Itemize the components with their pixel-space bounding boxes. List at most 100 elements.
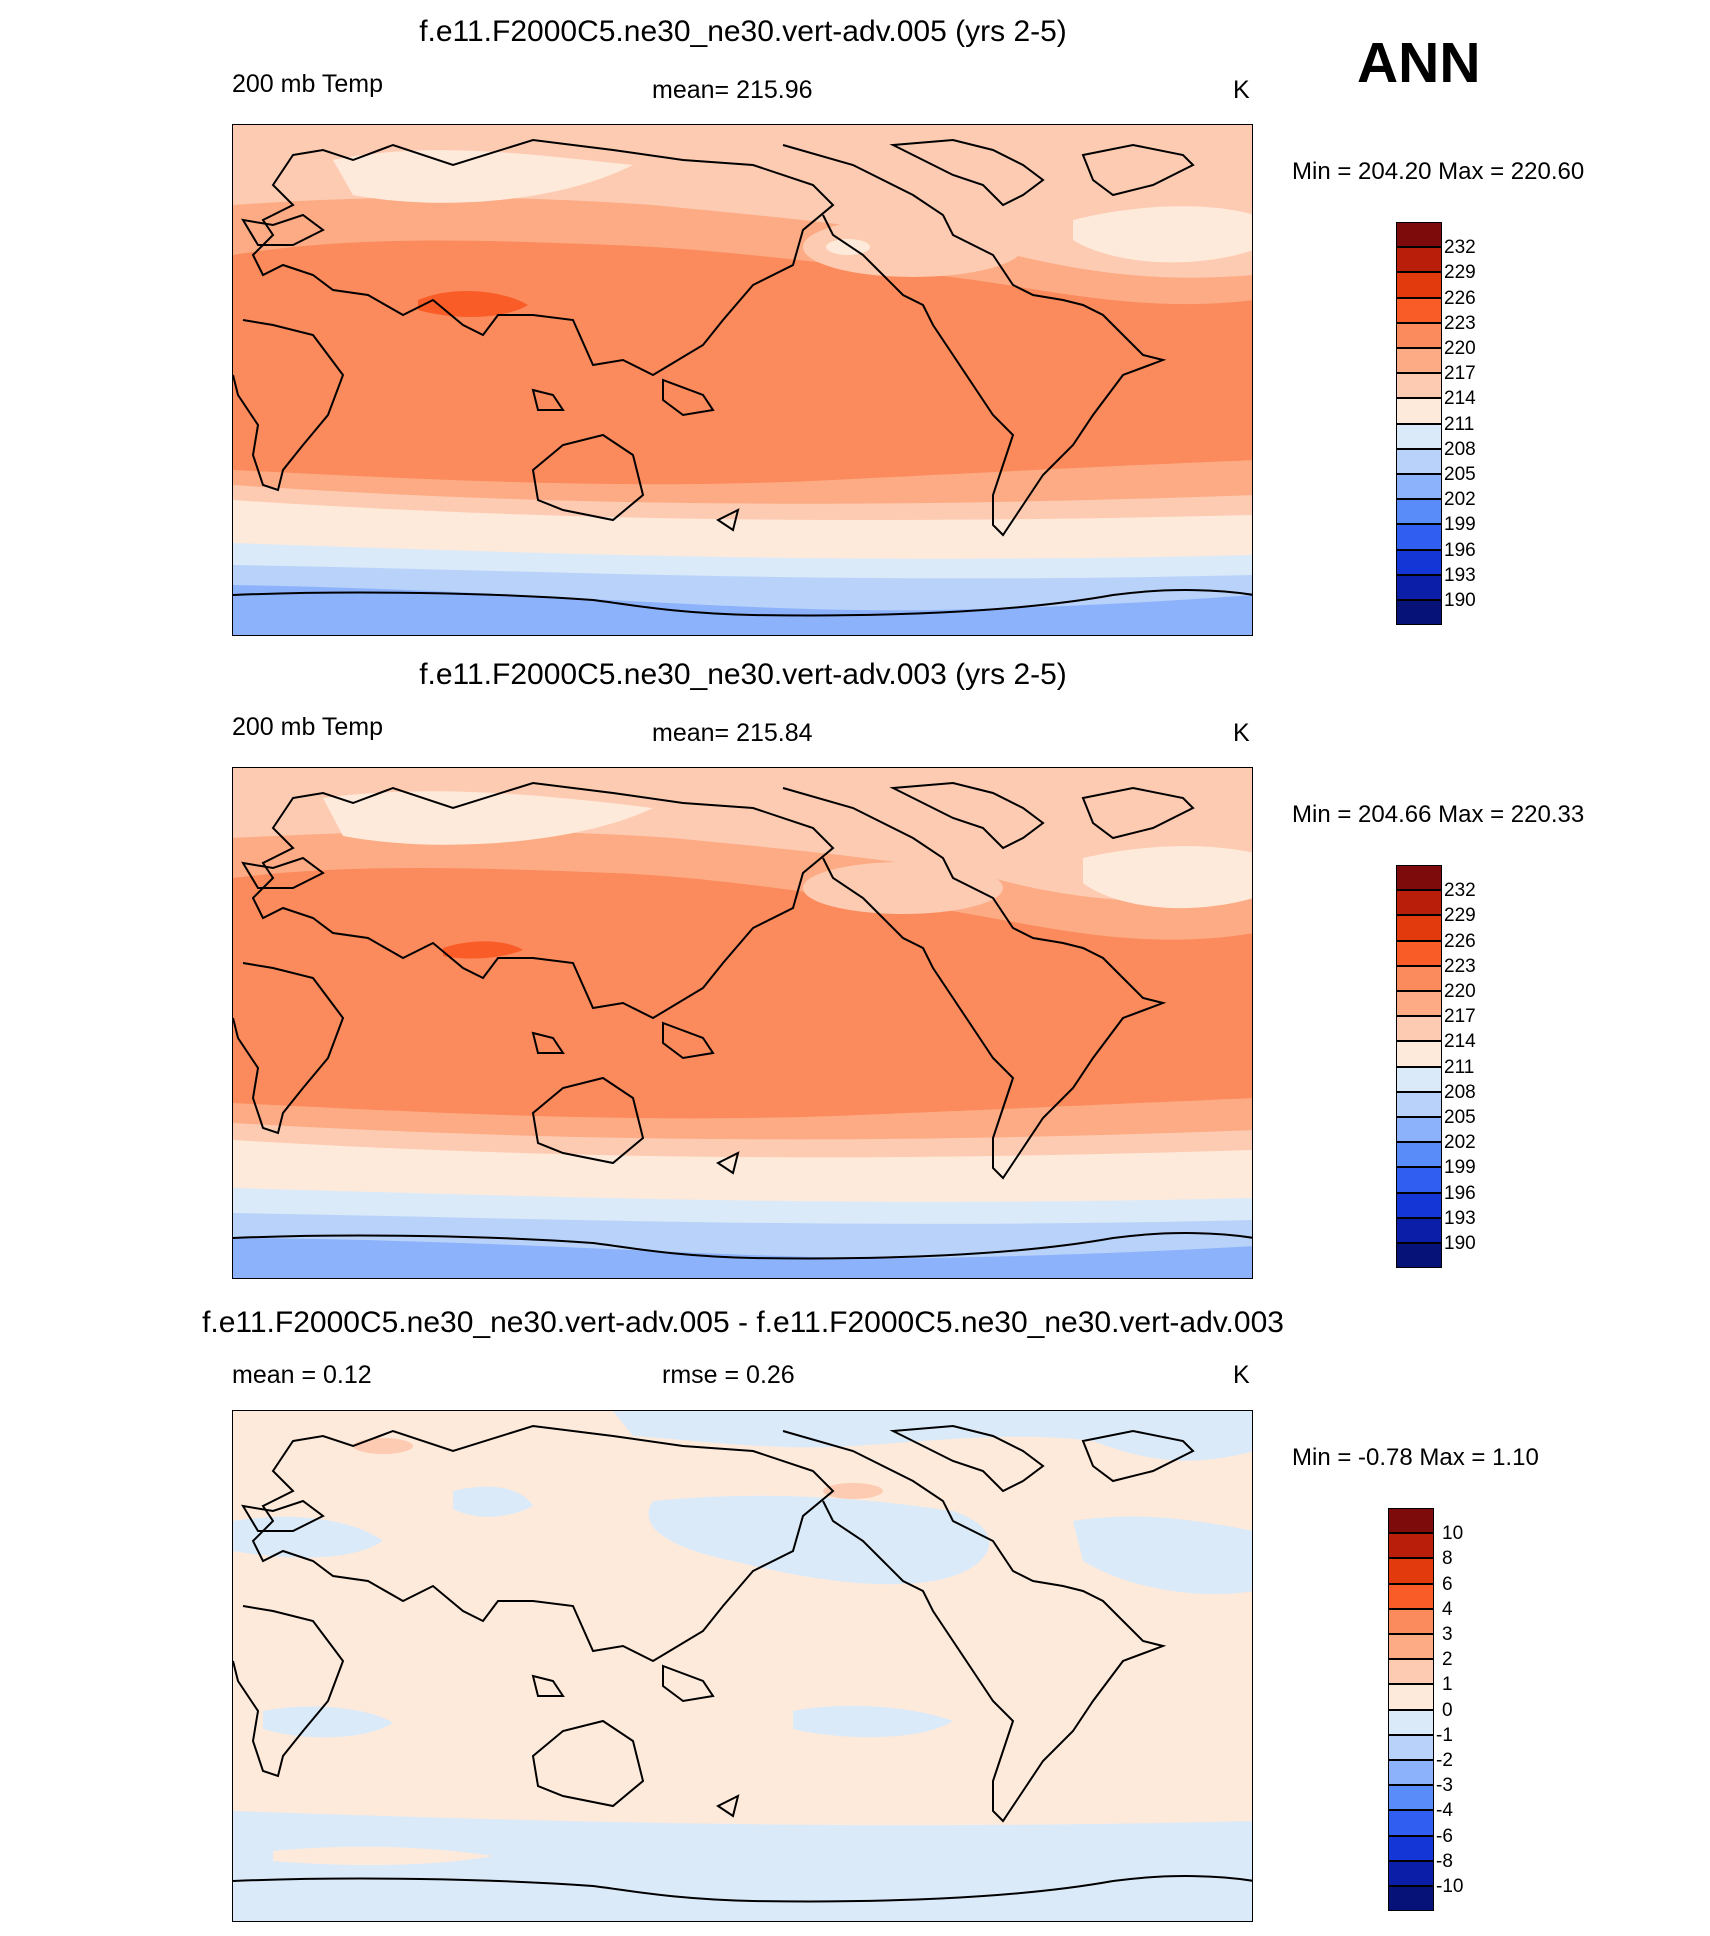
panel-1-map <box>232 124 1253 636</box>
panel-2-variable-label: 200 mb Temp <box>232 713 384 741</box>
colorbar-swatch <box>1396 423 1442 449</box>
colorbar-swatch <box>1396 1016 1442 1042</box>
field-cool-pacific-center <box>826 239 870 255</box>
colorbar-label: -10 <box>1436 1876 1464 1897</box>
panel-3-colorbar: 10 8 6 4 3 2 1 0 -1 -2 -3 -4 -6 -8 -10 <box>1388 1508 1508 1914</box>
colorbar-label: -8 <box>1436 1850 1453 1872</box>
colorbar-swatch <box>1396 1041 1442 1067</box>
colorbar-swatch <box>1396 448 1442 474</box>
colorbar-label: -4 <box>1436 1800 1453 1822</box>
colorbar-label: 193 <box>1444 1207 1476 1229</box>
colorbar-swatch <box>1396 991 1442 1017</box>
colorbar-label: 190 <box>1444 590 1476 611</box>
colorbar-label: 10 <box>1442 1523 1464 1545</box>
colorbar-label: 4 <box>1442 1598 1453 1620</box>
colorbar-swatch <box>1396 1091 1442 1117</box>
colorbar-label: 232 <box>1444 237 1476 259</box>
colorbar-label: 220 <box>1444 981 1476 1002</box>
colorbar-swatch <box>1388 1810 1434 1836</box>
colorbar-label: 2 <box>1442 1649 1453 1671</box>
field-hot-tibet <box>443 941 523 959</box>
colorbar-swatch <box>1388 1508 1434 1534</box>
colorbar-label: 196 <box>1444 539 1476 561</box>
colorbar-swatch <box>1388 1533 1434 1559</box>
colorbar-swatch <box>1388 1760 1434 1786</box>
colorbar-swatch <box>1396 865 1442 891</box>
panel-2-colorbar: 232 229 226 223 220 217 214 211 208 205 202 199 196 1… <box>1396 865 1516 1271</box>
colorbar-swatch <box>1396 499 1442 525</box>
colorbar-swatch <box>1388 1860 1434 1886</box>
colorbar-label: 8 <box>1442 1548 1453 1570</box>
panel-3-units-label: K <box>1233 1361 1250 1389</box>
colorbar-label: -6 <box>1436 1825 1453 1847</box>
colorbar-swatch <box>1396 272 1442 298</box>
colorbar-swatch <box>1396 297 1442 323</box>
colorbar-label: 3 <box>1442 1624 1453 1645</box>
colorbar-swatch <box>1396 915 1442 941</box>
colorbar-swatch <box>1388 1659 1434 1685</box>
colorbar-swatch <box>1388 1608 1434 1634</box>
colorbar-label: 0 <box>1442 1699 1453 1721</box>
field-negative-atlantic <box>1073 1516 1252 1595</box>
panel-1-variable-label: 200 mb Temp <box>232 70 384 98</box>
colorbar-label: -3 <box>1436 1775 1453 1797</box>
colorbar-swatch <box>1396 965 1442 991</box>
field-negative-indian <box>263 1706 393 1738</box>
colorbar-swatch <box>1388 1886 1434 1912</box>
field-negative-europe <box>233 1516 383 1558</box>
colorbar-label: -2 <box>1436 1750 1453 1771</box>
colorbar-label: 214 <box>1444 1031 1476 1053</box>
colorbar-label: 196 <box>1444 1182 1476 1204</box>
panel-2-map <box>232 767 1253 1279</box>
colorbar-label: 6 <box>1442 1573 1453 1595</box>
field-positive-strong-2 <box>823 1483 883 1499</box>
colorbar-label: 217 <box>1444 363 1476 385</box>
colorbar-label: 223 <box>1444 955 1476 977</box>
field-cool-atlantic <box>1073 206 1252 263</box>
colorbar-label: 220 <box>1444 338 1476 359</box>
colorbar-label: 1 <box>1442 1674 1453 1696</box>
season-label: ANN <box>1357 31 1481 95</box>
colorbar-swatch <box>1396 549 1442 575</box>
colorbar-swatch <box>1388 1684 1434 1710</box>
colorbar-swatch <box>1396 247 1442 273</box>
colorbar-label: 226 <box>1444 930 1476 952</box>
panel-1-minmax: Min = 204.20 Max = 220.60 <box>1292 158 1585 185</box>
field-negative-asia <box>453 1486 533 1517</box>
panel-2-minmax: Min = 204.66 Max = 220.33 <box>1292 801 1585 828</box>
field-cool-north <box>323 791 653 845</box>
panel-3-minmax: Min = -0.78 Max = 1.10 <box>1292 1444 1539 1471</box>
colorbar-swatch <box>1396 1217 1442 1243</box>
colorbar-swatch <box>1396 1066 1442 1092</box>
panel-1-colorbar: 232 229 226 223 220 217 214 211 208 205 202 199 196 1… <box>1396 222 1516 628</box>
colorbar-swatch <box>1388 1734 1434 1760</box>
colorbar-label: 229 <box>1444 262 1476 284</box>
colorbar-swatch <box>1396 600 1442 626</box>
field-negative-north <box>613 1411 1252 1461</box>
panel-3-title: f.e11.F2000C5.ne30_ne30.vert-adv.005 - f… <box>202 1306 1284 1339</box>
colorbar-swatch <box>1388 1583 1434 1609</box>
field-negative-south <box>233 1811 1252 1921</box>
colorbar-label: 208 <box>1444 1081 1476 1103</box>
colorbar-label: 205 <box>1444 1107 1476 1128</box>
colorbar-label: 202 <box>1444 489 1476 511</box>
colorbar-label: 199 <box>1444 1157 1476 1179</box>
field-cool-pacific <box>803 217 1023 277</box>
panel-3-mean-label: mean = 0.12 <box>232 1361 372 1389</box>
colorbar-label: 193 <box>1444 564 1476 586</box>
panel-1-map-svg <box>233 125 1252 635</box>
colorbar-label: -1 <box>1436 1724 1453 1746</box>
colorbar-label: 208 <box>1444 438 1476 460</box>
field-cool-north <box>333 150 633 203</box>
field-mid-pacific <box>803 862 1003 914</box>
colorbar-swatch <box>1396 398 1442 424</box>
colorbar-swatch <box>1388 1835 1434 1861</box>
colorbar-swatch <box>1396 373 1442 399</box>
coastlines <box>233 1424 1252 1903</box>
colorbar-swatch <box>1396 890 1442 916</box>
panel-2-map-svg <box>233 768 1252 1278</box>
panel-1-title: f.e11.F2000C5.ne30_ne30.vert-adv.005 (yr… <box>419 15 1067 48</box>
colorbar-swatch <box>1396 322 1442 348</box>
colorbar-swatch <box>1388 1709 1434 1735</box>
panel-3-map <box>232 1410 1253 1922</box>
